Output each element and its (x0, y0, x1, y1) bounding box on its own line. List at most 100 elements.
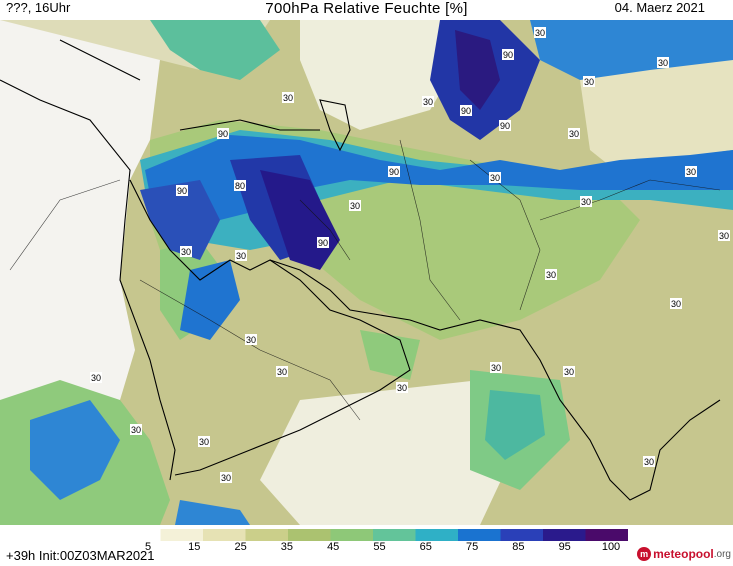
contour-label-30: 30 (130, 424, 142, 435)
contour-label-80: 80 (234, 180, 246, 191)
colorbar-segment (585, 529, 628, 541)
contour-label-30: 30 (580, 196, 592, 207)
colorbar-label: 45 (327, 541, 340, 553)
svg-text:30: 30 (246, 335, 256, 345)
colorbar-labels: 5 15 25 35 45 55 65 75 85 95 100 (118, 541, 638, 557)
colorbar-label: 95 (558, 541, 571, 553)
contour-label-30: 30 (276, 366, 288, 377)
contour-label-30: 30 (489, 172, 501, 183)
svg-text:80: 80 (235, 181, 245, 191)
colorbar-label: 35 (280, 541, 294, 553)
dry-region-sea (260, 380, 520, 525)
svg-text:30: 30 (236, 251, 246, 261)
svg-text:90: 90 (500, 121, 510, 131)
contour-label-90: 90 (460, 105, 472, 116)
colorbar-segment (500, 529, 544, 541)
contour-label-30: 30 (657, 57, 669, 68)
colorbar-segment (118, 529, 161, 541)
svg-text:30: 30 (719, 231, 729, 241)
colorbar-label: 5 (144, 541, 152, 553)
contour-label-30: 30 (220, 472, 232, 483)
coastline-persia-india (269, 259, 721, 501)
contour-label-30: 30 (685, 166, 697, 177)
coastline-africa-west (0, 79, 176, 481)
svg-text:30: 30 (131, 425, 141, 435)
coastline-europe (59, 39, 141, 81)
colorbar (118, 529, 628, 541)
contour-label-90: 90 (217, 128, 229, 139)
colorbar-segment (458, 529, 501, 541)
svg-text:30: 30 (221, 473, 231, 483)
contour-label-90: 90 (176, 185, 188, 196)
contour-label-30: 30 (245, 334, 257, 345)
contour-label-30: 30 (583, 76, 595, 87)
contour-label-30: 30 (282, 92, 294, 103)
contour-labels: 30 30 30 30 30 30 30 30 30 30 30 30 30 3… (90, 27, 730, 483)
blue-streak-red-sea (180, 260, 240, 340)
green-balkans (150, 20, 280, 80)
colorbar-segment (373, 529, 416, 541)
svg-text:30: 30 (350, 201, 360, 211)
contour-label-30: 30 (198, 436, 210, 447)
date-label: 04. Maerz 2021 (614, 0, 705, 15)
contour-label-90: 90 (388, 166, 400, 177)
logo-text: meteopool (653, 547, 714, 561)
colorbar-segment (288, 529, 331, 541)
contour-label-30: 30 (643, 456, 655, 467)
colorbar-label: 65 (419, 541, 432, 553)
logo-tld: .org (713, 548, 731, 560)
map-canvas: 30 30 30 30 30 30 30 30 30 30 30 30 30 3… (0, 20, 733, 525)
blue-south (175, 500, 250, 525)
svg-text:90: 90 (389, 167, 399, 177)
svg-text:30: 30 (397, 383, 407, 393)
dry-region-caspian (300, 20, 460, 130)
svg-text:30: 30 (671, 299, 681, 309)
svg-text:30: 30 (581, 197, 591, 207)
svg-text:30: 30 (644, 457, 654, 467)
contour-label-30: 30 (545, 269, 557, 280)
dry-region-west (0, 20, 160, 500)
svg-text:30: 30 (564, 367, 574, 377)
contour-label-30: 30 (718, 230, 730, 241)
contour-label-90: 90 (317, 237, 329, 248)
colorbar-label: 100 (601, 541, 621, 553)
colorbar-segment (415, 529, 459, 541)
blue-band-north (530, 20, 733, 80)
coastline-black-sea (179, 119, 320, 131)
colorbar-label: 75 (465, 541, 479, 553)
svg-text:30: 30 (569, 129, 579, 139)
border-himalaya (539, 179, 721, 221)
svg-text:90: 90 (461, 106, 471, 116)
svg-text:30: 30 (584, 77, 594, 87)
colorbar-label: 55 (373, 541, 386, 553)
border-egypt-libya (9, 179, 121, 271)
contour-label-30: 30 (180, 246, 192, 257)
colorbar-segment (203, 529, 246, 541)
svg-text:30: 30 (686, 167, 696, 177)
contour-label-30: 30 (349, 200, 361, 211)
colorbar-label: 15 (188, 541, 201, 553)
svg-text:30: 30 (199, 437, 209, 447)
contour-label-30: 30 (568, 128, 580, 139)
svg-text:90: 90 (177, 186, 187, 196)
svg-text:90: 90 (503, 50, 513, 60)
violet-north (455, 30, 500, 110)
svg-text:30: 30 (277, 367, 287, 377)
svg-text:30: 30 (535, 28, 545, 38)
map-title: 700hPa Relative Feuchte [%] (265, 0, 468, 17)
blue-southwest (30, 400, 120, 500)
colorbar-segment (245, 529, 289, 541)
green-patch-oman (360, 330, 420, 380)
meteopool-logo[interactable]: m meteopool .org (637, 545, 731, 563)
contour-label-30: 30 (490, 362, 502, 373)
svg-text:30: 30 (283, 93, 293, 103)
border-saudi (139, 279, 361, 421)
svg-text:30: 30 (658, 58, 668, 68)
svg-text:30: 30 (546, 270, 556, 280)
svg-text:30: 30 (491, 363, 501, 373)
border-iran-afghan (399, 139, 461, 321)
svg-text:90: 90 (218, 129, 228, 139)
contour-label-30: 30 (534, 27, 546, 38)
svg-text:30: 30 (181, 247, 191, 257)
teal-patch-india (485, 390, 545, 460)
